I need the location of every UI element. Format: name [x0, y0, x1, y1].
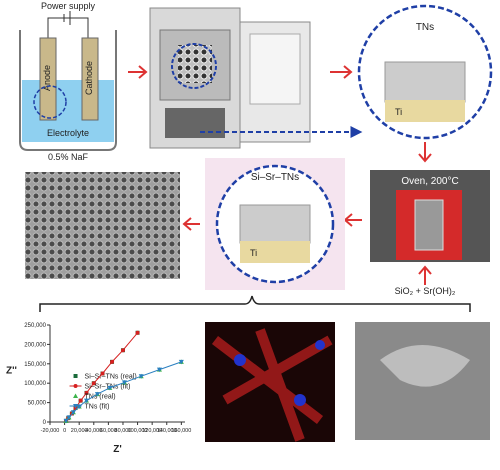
y-tick-label: 150,000: [24, 362, 46, 368]
y-tick-label: 250,000: [24, 323, 46, 329]
sem-texture: [25, 172, 180, 279]
si-sr-tns-view: Si–Sr–TNs Ti: [205, 158, 345, 290]
point: [84, 390, 89, 395]
point: [78, 398, 83, 403]
point: [83, 398, 89, 404]
point: [66, 415, 72, 420]
fluorescence-texture: [211, 328, 333, 442]
legend-label: TNs (fit): [85, 404, 110, 411]
point: [135, 330, 140, 335]
label: TNs: [416, 22, 434, 33]
x-tick-label: 60,000: [100, 428, 117, 434]
label: Ti: [250, 248, 257, 258]
label: SiO₂ + Sr(OH)₂: [395, 286, 456, 296]
point: [70, 410, 76, 415]
point: [138, 374, 144, 379]
point: [91, 381, 96, 386]
sem-cell-texture: [380, 345, 470, 387]
point: [107, 385, 113, 391]
point: [156, 367, 162, 373]
point: [73, 374, 78, 378]
x-tick-label: 0: [63, 428, 66, 434]
point: [121, 380, 127, 385]
point: [94, 392, 100, 397]
label: 0.5% NaF: [48, 152, 89, 162]
label: Power supply: [41, 1, 96, 11]
furnace: [149, 7, 311, 149]
point: [73, 393, 79, 398]
x-tick-label: 100,000: [128, 428, 148, 434]
nyquist-chart: 0 50,000 100,000 150,000 200,000 250,000 -20,0…: [6, 323, 191, 455]
point: [73, 384, 78, 388]
arrow: [343, 213, 362, 227]
y-axis-label: Z'': [6, 366, 17, 377]
arrow: [182, 217, 200, 231]
x-tick-label: 40,000: [85, 428, 102, 434]
label: Oven, 200°C: [401, 176, 458, 187]
label: Si–Sr–TNs: [251, 172, 299, 183]
x-tick-label: 80,000: [115, 428, 132, 434]
point: [100, 371, 105, 376]
x-tick-label: -20,000: [41, 428, 60, 434]
x-tick-label: 160,000: [171, 428, 191, 434]
legend-label: TNs (real): [85, 394, 116, 401]
series-line: [65, 361, 182, 422]
arrow: [330, 65, 353, 79]
arrow: [418, 265, 432, 285]
label: Ti: [395, 107, 402, 117]
x-tick-label: 120,000: [142, 428, 162, 434]
oven: Oven, 200°C: [370, 170, 490, 262]
y-tick-label: 0: [43, 420, 47, 426]
x-axis-label: Z': [113, 444, 122, 455]
x-tick-label: 20,000: [71, 428, 88, 434]
brace: [39, 295, 471, 312]
point: [178, 359, 184, 365]
tns-view: TNs Ti: [357, 4, 493, 140]
arrow: [128, 65, 148, 79]
y-tick-label: 100,000: [24, 381, 46, 387]
y-tick-label: 50,000: [28, 401, 47, 407]
legend-label: Si–Sr–TNs (fit): [85, 384, 131, 391]
legend-label: Si–Sr–TNs (real): [85, 374, 137, 381]
arrow: [418, 142, 432, 163]
x-tick-label: 140,000: [157, 428, 177, 434]
point: [73, 404, 79, 409]
point: [63, 418, 69, 424]
beaker: Power supply Anode Cathode Electrolyte 0…: [19, 1, 117, 162]
point: [120, 348, 125, 353]
label: Anode: [42, 65, 52, 91]
label: Cathode: [84, 61, 94, 95]
label: Electrolyte: [47, 128, 89, 138]
y-tick-label: 200,000: [24, 342, 46, 348]
point: [110, 359, 115, 364]
